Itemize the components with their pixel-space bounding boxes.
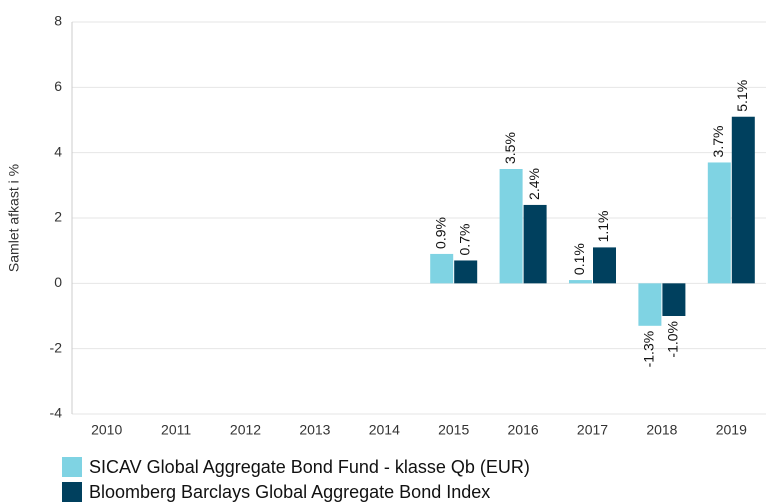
x-tick-label: 2013	[299, 422, 330, 438]
x-tick-label: 2017	[577, 422, 608, 438]
bar	[430, 253, 454, 284]
x-tick-label: 2016	[508, 422, 539, 438]
value-label: 5.1%	[734, 80, 750, 112]
x-tick-label: 2011	[161, 422, 191, 438]
x-tick-label: 2018	[646, 422, 677, 438]
bar	[569, 280, 592, 284]
y-tick-label: -2	[50, 339, 63, 355]
bar	[454, 260, 478, 284]
bar	[593, 247, 616, 284]
legend-label: SICAV Global Aggregate Bond Fund - klass…	[89, 457, 530, 477]
y-tick-label: 2	[54, 209, 62, 225]
legend-swatch	[62, 457, 82, 477]
value-label: 3.5%	[502, 132, 518, 164]
value-label: 2.4%	[526, 168, 542, 200]
y-tick-label: 6	[54, 78, 62, 94]
x-tick-label: 2012	[230, 422, 261, 438]
value-label: 3.7%	[710, 126, 726, 158]
value-label: -1.0%	[665, 321, 681, 358]
bar	[707, 162, 731, 284]
value-label: 0.1%	[571, 243, 587, 275]
legend-label: Bloomberg Barclays Global Aggregate Bond…	[89, 482, 490, 502]
x-tick-label: 2019	[716, 422, 747, 438]
value-label: -1.3%	[641, 331, 657, 368]
y-tick-label: 0	[54, 274, 62, 290]
bar	[499, 169, 523, 284]
value-label: 0.7%	[456, 224, 472, 256]
y-tick-label: -4	[50, 405, 63, 421]
value-label: 0.9%	[432, 217, 448, 249]
bar	[662, 283, 686, 316]
x-tick-label: 2014	[369, 422, 400, 438]
y-axis-label: Samlet afkast i %	[6, 164, 22, 272]
bar	[731, 116, 755, 284]
x-tick-label: 2015	[438, 422, 469, 438]
bar	[523, 204, 547, 284]
value-label: 1.1%	[595, 210, 611, 242]
bar	[638, 283, 662, 326]
y-tick-label: 4	[54, 143, 62, 159]
legend-swatch	[62, 482, 82, 502]
x-tick-label: 2010	[91, 422, 122, 438]
y-tick-label: 8	[54, 13, 62, 29]
